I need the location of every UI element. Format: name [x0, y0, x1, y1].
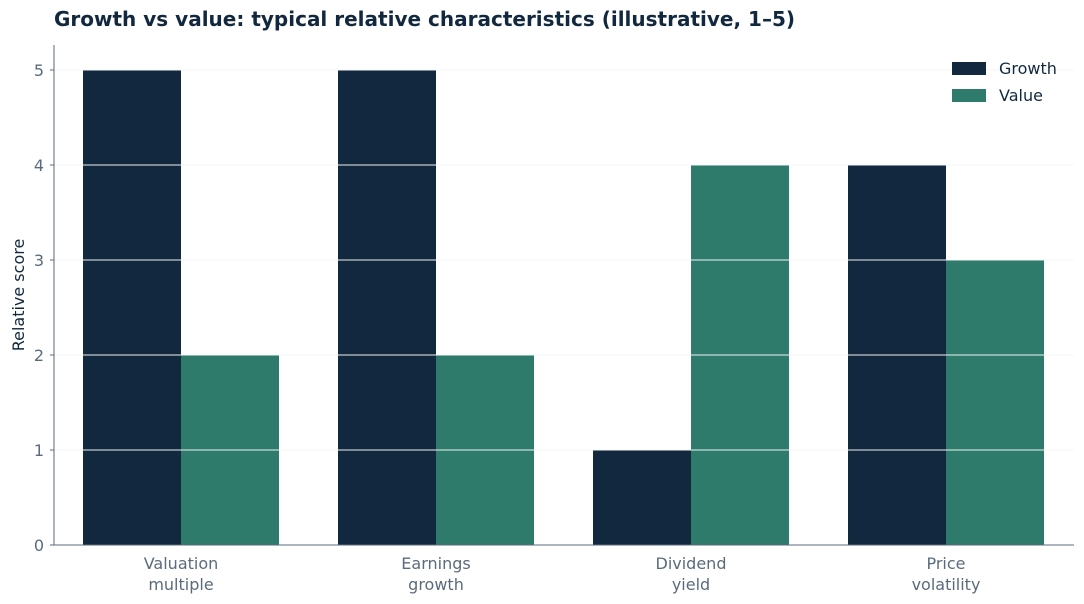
y-tick-label: 5: [34, 61, 44, 80]
y-tick-label: 3: [34, 251, 44, 270]
x-axis-ticks: Valuation multiple Earnings growth Dividend y…: [144, 554, 981, 594]
y-tick-label: 4: [34, 156, 44, 175]
y-axis-title: Relative score: [9, 239, 28, 352]
bar-growth: [83, 70, 181, 545]
y-tick-label: 1: [34, 441, 44, 460]
legend-label-value: Value: [999, 86, 1043, 105]
legend-swatch-growth: [952, 62, 986, 75]
legend: Growth Value: [952, 59, 1057, 105]
plot-bars: [83, 70, 1044, 545]
y-tick-label: 0: [34, 536, 44, 555]
legend-swatch-value: [952, 89, 986, 102]
x-tick-label: Valuation: [144, 554, 219, 573]
x-tick-label: growth: [408, 575, 464, 594]
x-tick-label: volatility: [912, 575, 981, 594]
y-axis-ticks: 0 1 2 3 4 5: [34, 61, 54, 555]
x-tick-label: Dividend: [656, 554, 727, 573]
x-tick-label: multiple: [148, 575, 213, 594]
gridlines: [54, 69, 1074, 451]
axes: [53, 45, 1074, 546]
legend-label-growth: Growth: [999, 59, 1057, 78]
x-tick-label: yield: [672, 575, 710, 594]
bar-growth: [338, 70, 436, 545]
y-tick-label: 2: [34, 346, 44, 365]
bar-value: [946, 260, 1044, 545]
x-tick-label: Price: [926, 554, 965, 573]
chart-title: Growth vs value: typical relative charac…: [54, 7, 796, 31]
bar-growth: [593, 450, 691, 545]
x-tick-label: Earnings: [401, 554, 470, 573]
